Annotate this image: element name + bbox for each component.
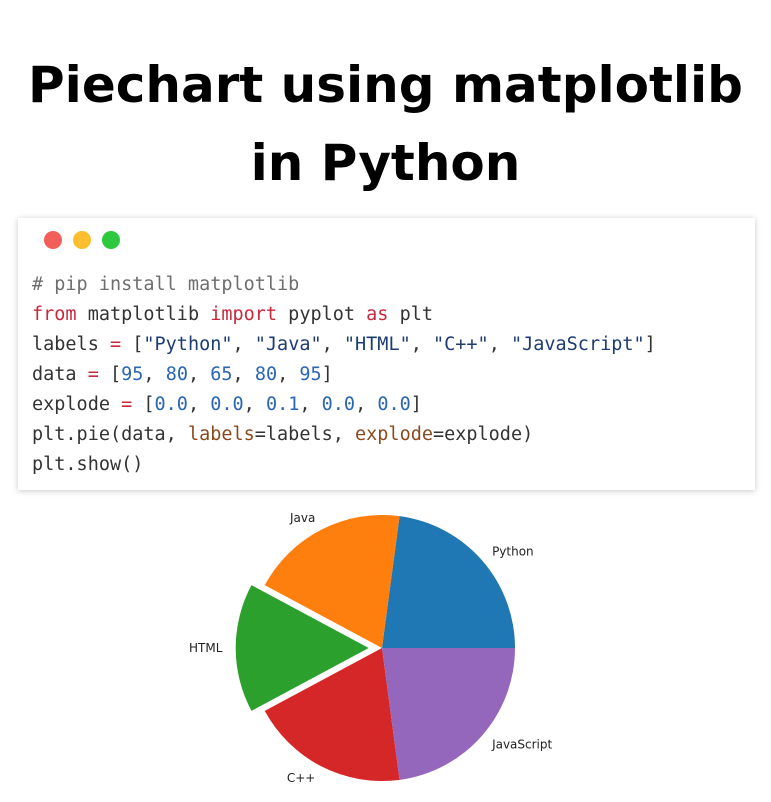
minimize-dot-icon [73, 231, 91, 249]
pie-label-javascript: JavaScript [491, 737, 552, 751]
code-line-explode: explode = [0.0, 0.0, 0.1, 0.0, 0.0] [32, 394, 422, 415]
pie-slice-html [235, 585, 369, 711]
pie-slice-c- [264, 648, 400, 781]
code-window: # pip install matplotlib from matplotlib… [18, 218, 755, 490]
title-line-2: in Python [250, 134, 521, 192]
pie-chart: Python Java HTML C++ JavaScript [0, 496, 771, 798]
title-line-1: Piechart using matplotlib [28, 56, 743, 114]
code-line-pie: plt.pie(data, labels=labels, explode=exp… [32, 424, 534, 445]
pie-label-python: Python [492, 545, 534, 559]
maximize-dot-icon [102, 231, 120, 249]
pie-chart-svg: Python Java HTML C++ JavaScript [189, 511, 553, 785]
code-comment: # pip install matplotlib [32, 274, 300, 295]
pie-label-java: Java [289, 511, 315, 525]
code-line-data: data = [95, 80, 65, 80, 95] [32, 364, 333, 385]
pie-slice-java [264, 515, 400, 648]
pie-slice-python [382, 516, 515, 648]
code-line-import: from matplotlib import pyplot as plt [32, 304, 433, 325]
code-block: # pip install matplotlib from matplotlib… [32, 270, 656, 480]
pie-label-html: HTML [189, 641, 223, 655]
code-line-show: plt.show() [32, 454, 144, 475]
pie-label-c-: C++ [287, 771, 316, 785]
pie-slice-javascript [382, 648, 515, 780]
code-line-labels: labels = ["Python", "Java", "HTML", "C++… [32, 334, 656, 355]
close-dot-icon [44, 231, 62, 249]
